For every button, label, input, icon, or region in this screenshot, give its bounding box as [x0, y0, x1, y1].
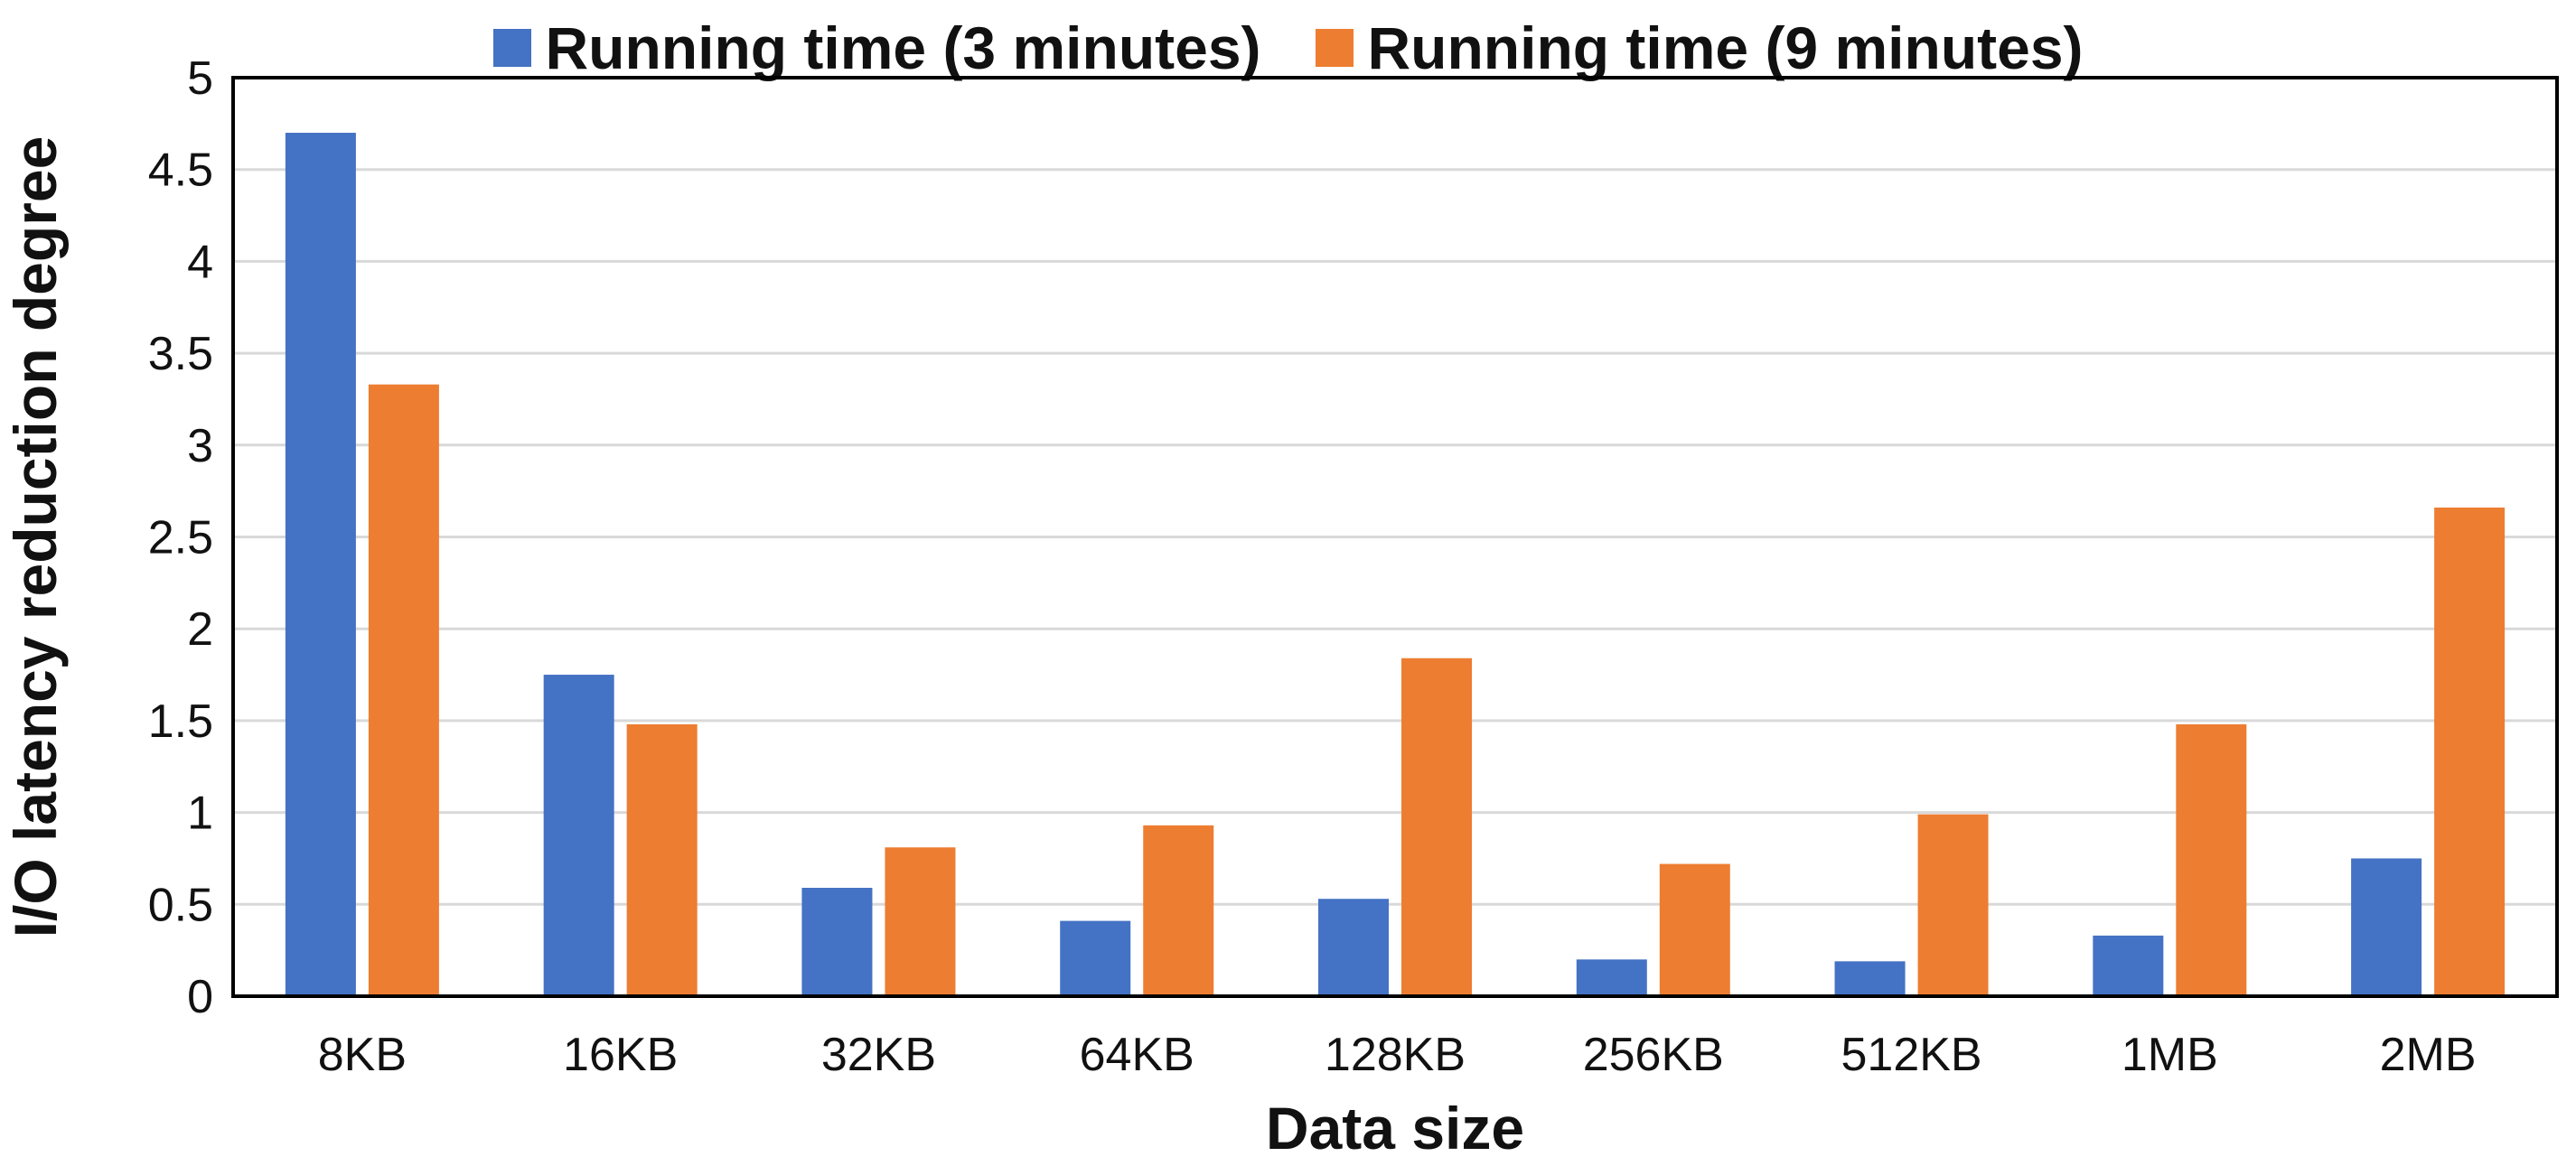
y-axis-ticks: 0 0.5 1 1.5 2 2.5 3 3.5 4 4.5 5 — [148, 52, 213, 1023]
y-axis-title: I/O latency reduction degree — [2, 136, 69, 938]
legend-label-series-1: Running time (3 minutes) — [545, 14, 1261, 81]
bar-series-2 — [1401, 658, 1472, 996]
y-tick-label: 0.5 — [148, 879, 213, 931]
bar-series-1 — [285, 133, 356, 996]
y-tick-label: 0 — [187, 971, 213, 1023]
bar-series-1 — [1060, 920, 1131, 996]
y-tick-label: 4.5 — [148, 145, 213, 197]
bars — [285, 133, 2506, 997]
bar-series-2 — [885, 847, 956, 996]
gridlines — [233, 168, 2557, 906]
plot-frame — [231, 76, 2559, 998]
x-tick-label: 32KB — [821, 1029, 936, 1081]
bar-series-2 — [2176, 723, 2247, 996]
bar-series-1 — [2093, 935, 2164, 996]
legend-item-series-2: Running time (9 minutes) — [1315, 14, 2084, 82]
x-tick-label: 64KB — [1080, 1029, 1194, 1081]
bar-series-1 — [1576, 959, 1647, 996]
bar-series-2 — [368, 384, 439, 997]
legend-swatch-series-1 — [492, 29, 531, 67]
y-tick-label: 3 — [187, 420, 213, 472]
y-tick-label: 2.5 — [148, 512, 213, 564]
x-tick-label: 128KB — [1325, 1029, 1466, 1081]
y-tick-label: 2 — [187, 603, 213, 656]
y-tick-label: 5 — [187, 52, 213, 105]
bar-series-1 — [543, 675, 614, 996]
x-tick-label: 256KB — [1583, 1029, 1724, 1081]
y-tick-label: 3.5 — [148, 328, 213, 380]
bar-series-1 — [1318, 899, 1389, 996]
bar-series-2 — [1659, 863, 1730, 996]
bar-series-2 — [1143, 825, 1214, 996]
x-tick-label: 1MB — [2122, 1029, 2218, 1081]
x-tick-label: 2MB — [2380, 1029, 2477, 1081]
bar-series-2 — [626, 723, 698, 996]
bar-series-2 — [2434, 507, 2506, 996]
bar-series-1 — [801, 887, 873, 996]
y-tick-label: 1 — [187, 788, 213, 840]
x-tick-label: 512KB — [1841, 1029, 1981, 1081]
x-tick-label: 8KB — [318, 1029, 407, 1081]
legend-label-series-2: Running time (9 minutes) — [1367, 14, 2084, 81]
bar-series-2 — [1917, 814, 1989, 996]
y-tick-label: 1.5 — [148, 695, 213, 748]
y-tick-label: 4 — [187, 236, 213, 288]
x-axis-title: Data size — [1266, 1095, 1524, 1161]
legend: Running time (3 minutes) Running time (9… — [0, 7, 2576, 89]
legend-item-series-1: Running time (3 minutes) — [492, 14, 1261, 82]
bar-series-1 — [1834, 961, 1906, 996]
x-tick-label: 16KB — [563, 1029, 678, 1081]
legend-swatch-series-2 — [1315, 29, 1354, 67]
bar-series-1 — [2351, 858, 2422, 996]
x-axis-ticks: 8KB 16KB 32KB 64KB 128KB 256KB 512KB 1MB 2MB — [318, 1029, 2477, 1081]
